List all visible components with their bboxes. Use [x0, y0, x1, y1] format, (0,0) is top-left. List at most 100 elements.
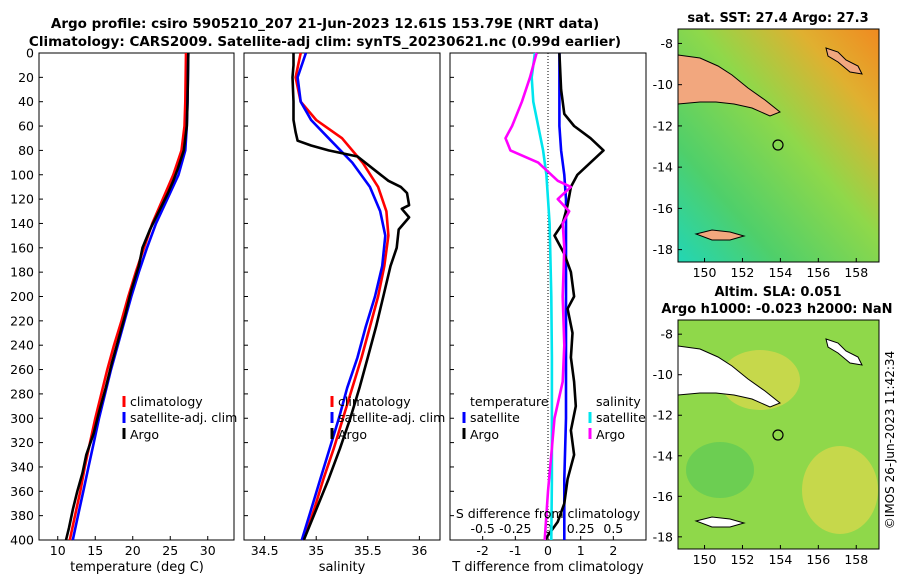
legend-sal-satellite-label: satellite	[596, 410, 646, 425]
x-tick-label: 2	[609, 543, 617, 558]
lon-tick-label: 158	[844, 265, 868, 280]
lat-tick-label: -16	[653, 489, 673, 504]
sla-island-chain	[825, 338, 863, 366]
temperature-axes-box	[38, 52, 235, 541]
y-tick-label: 380	[10, 508, 34, 523]
y-tick-label: 400	[10, 533, 34, 548]
series-salinity-satellite	[530, 52, 554, 541]
sst-land-mass	[678, 54, 781, 117]
x-tick-label: 35	[308, 543, 324, 558]
legend-climatology-label: climatology	[338, 394, 411, 409]
lat-tick-label: -8	[661, 327, 674, 342]
legend-argo-label: Argo	[130, 427, 159, 442]
x-tick-label: 10	[50, 543, 66, 558]
lat-tick-label: -18	[653, 242, 673, 257]
y-tick-label: 100	[10, 167, 34, 182]
y-tick-label: 360	[10, 484, 34, 499]
x-tick-label: 30	[200, 543, 216, 558]
salinity-panel: 34.5 35 35.5 36 climatology satellite-adj. …	[243, 52, 445, 575]
y-tick-label: 180	[10, 265, 34, 280]
series-satellite-adj-clim	[296, 52, 387, 541]
sla-map-panel: Altim. SLA: 0.051 Argo h1000: -0.023 h20…	[653, 285, 893, 567]
secondary-x-tick-label: -0.5	[470, 521, 494, 536]
sla-low-patch	[686, 442, 754, 498]
x-tick-label: 35.5	[354, 543, 382, 558]
series-argo	[64, 52, 190, 541]
legend-temp-argo-label: Argo	[470, 427, 499, 442]
legend-argo-label: Argo	[338, 427, 367, 442]
salinity-difference-legend: salinity satellite Argo	[588, 394, 646, 442]
y-tick-label: 20	[18, 70, 34, 85]
lat-tick-label: -14	[653, 160, 673, 175]
y-tick-label: 340	[10, 459, 34, 474]
series-temperature-satellite	[558, 53, 568, 540]
sla-high-patch	[802, 446, 878, 534]
x-tick-label: 36	[411, 543, 427, 558]
y-tick-label: 280	[10, 386, 34, 401]
lat-tick-label: -10	[653, 77, 673, 92]
legend-satellite-label: satellite-adj. clim	[338, 410, 445, 425]
legend-satellite-label: satellite-adj. clim	[130, 410, 237, 425]
lat-tick-label: -12	[653, 408, 673, 423]
y-tick-label: 0	[26, 46, 34, 61]
sla-islands-south	[694, 516, 746, 528]
legend-sal-argo-label: Argo	[596, 427, 625, 442]
x-tick-label: 15	[87, 543, 103, 558]
difference-panel: -2 -1 0 1 2 -0.5 -0.25 0 0.25 0.5 temperature sat…	[449, 52, 647, 575]
temperature-difference-x-label: T difference from climatology	[451, 560, 644, 575]
salinity-legend: climatology satellite-adj. clim Argo	[330, 394, 445, 442]
lat-tick-label: -12	[653, 118, 673, 133]
x-tick-label: 0	[544, 543, 552, 558]
y-tick-label: 220	[10, 313, 34, 328]
sst-island-chain	[825, 47, 863, 75]
lat-tick-label: -8	[661, 36, 674, 51]
figure-title-line2: Climatology: CARS2009. Satellite-adj cli…	[29, 34, 621, 50]
y-tick-label: 120	[10, 192, 34, 207]
legend-salinity-title: salinity	[596, 394, 641, 409]
series-climatology	[294, 52, 390, 541]
imos-watermark: ©IMOS 26-Jun-2023 11:42:34	[883, 351, 897, 529]
sla-map-title-line2: Argo h1000: -0.023 h2000: NaN	[661, 302, 892, 317]
sst-map-panel: sat. SST: 27.4 Argo: 27.3 150 152 154 156 15…	[653, 11, 880, 280]
temperature-x-label: temperature (deg C)	[70, 560, 204, 575]
sla-float-marker	[772, 429, 784, 441]
series-argo	[291, 53, 411, 541]
sla-land-mass	[678, 345, 781, 408]
y-tick-label: 260	[10, 362, 34, 377]
y-tick-label: 60	[18, 119, 34, 134]
lat-tick-label: -16	[653, 201, 673, 216]
secondary-x-tick-label: 0.5	[603, 521, 623, 536]
y-tick-label: 200	[10, 289, 34, 304]
legend-climatology-label: climatology	[130, 394, 203, 409]
lon-tick-label: 156	[806, 265, 830, 280]
y-tick-label: 240	[10, 338, 34, 353]
y-tick-label: 320	[10, 435, 34, 450]
y-tick-label: 300	[10, 411, 34, 426]
salinity-difference-axis-label: S difference from climatology	[456, 506, 641, 521]
y-tick-label: 140	[10, 216, 34, 231]
lat-tick-label: -10	[653, 367, 673, 382]
secondary-x-tick-label: -0.25	[499, 521, 531, 536]
x-tick-label: 20	[125, 543, 141, 558]
lon-tick-label: 150	[693, 552, 717, 567]
lon-tick-label: 154	[768, 552, 792, 567]
sst-map-title: sat. SST: 27.4 Argo: 27.3	[687, 11, 868, 26]
temperature-legend: climatology satellite-adj. clim Argo	[122, 394, 237, 442]
sst-map-frame	[677, 28, 880, 263]
y-tick-label: 80	[18, 143, 34, 158]
lon-tick-label: 150	[693, 265, 717, 280]
lon-tick-label: 154	[768, 265, 792, 280]
secondary-x-tick-label: 0	[544, 521, 552, 536]
temperature-difference-legend: temperature satellite Argo	[462, 394, 549, 442]
sst-islands-south	[694, 229, 746, 241]
legend-temp-satellite-label: satellite	[470, 410, 520, 425]
sst-float-marker	[772, 139, 784, 151]
x-tick-label: -2	[476, 543, 488, 558]
sla-map-frame	[677, 319, 880, 550]
series-temperature-argo	[543, 52, 605, 541]
secondary-x-tick-label: 0.25	[567, 521, 595, 536]
sla-map-title-line1: Altim. SLA: 0.051	[715, 285, 842, 300]
x-tick-label: 34.5	[251, 543, 279, 558]
salinity-axes-box	[243, 52, 441, 541]
